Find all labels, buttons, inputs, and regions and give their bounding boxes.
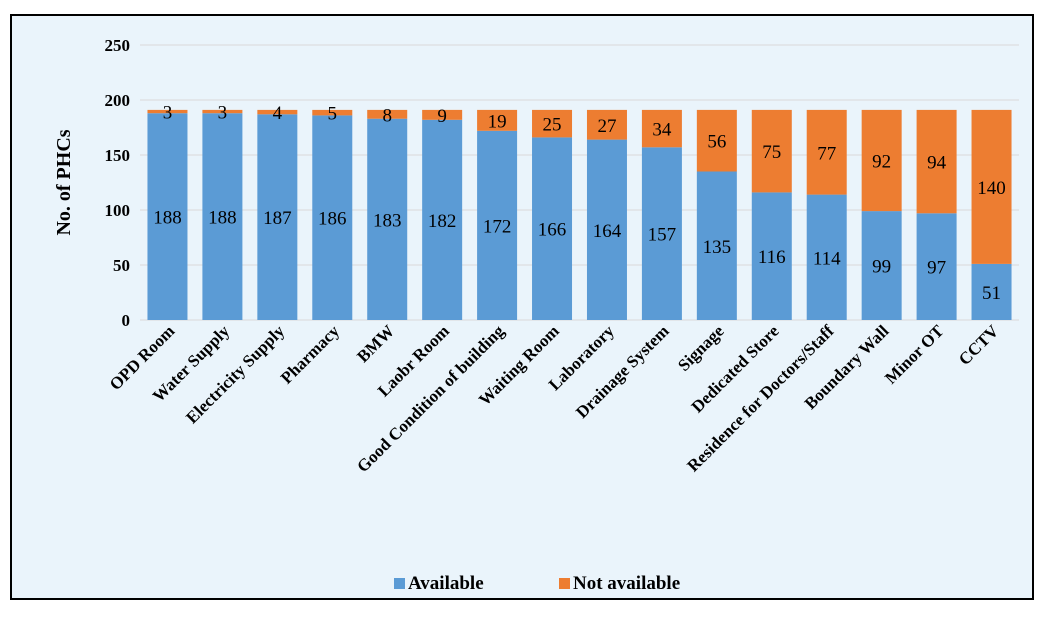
bar-not-available bbox=[696, 109, 737, 172]
x-tick-label: Electricity Supply bbox=[182, 321, 288, 427]
bar-available bbox=[422, 119, 463, 320]
x-tick-label: Signage bbox=[674, 321, 728, 375]
y-tick-label: 200 bbox=[105, 91, 131, 110]
y-tick-label: 50 bbox=[113, 256, 130, 275]
data-label: 51 bbox=[982, 283, 1001, 304]
bar-not-available bbox=[147, 109, 188, 114]
bar-available bbox=[696, 171, 737, 320]
bar-available bbox=[202, 113, 243, 320]
bar-available bbox=[147, 113, 188, 320]
bars bbox=[147, 109, 1012, 321]
data-label: 188 bbox=[208, 208, 237, 229]
legend-label: Not available bbox=[573, 573, 680, 594]
bar-available bbox=[971, 263, 1012, 320]
x-tick-label: CCTV bbox=[955, 321, 1003, 369]
data-label: 77 bbox=[817, 143, 836, 164]
x-tick-label: Minor OT bbox=[881, 321, 948, 388]
bar-available bbox=[257, 114, 298, 320]
bar-available bbox=[641, 147, 682, 320]
bar-not-available bbox=[477, 109, 518, 131]
bar-not-available bbox=[586, 109, 627, 140]
y-tick-label: 0 bbox=[122, 311, 131, 330]
legend-swatch bbox=[394, 578, 405, 589]
legend-label: Available bbox=[408, 573, 484, 594]
x-tick-label: Drainage System bbox=[572, 321, 673, 422]
bar-not-available bbox=[916, 109, 957, 214]
data-label: 135 bbox=[703, 237, 732, 258]
data-label: 99 bbox=[872, 257, 891, 278]
data-label: 9 bbox=[437, 106, 447, 127]
data-label: 166 bbox=[538, 220, 567, 241]
bar-available bbox=[367, 118, 408, 320]
data-label: 8 bbox=[382, 105, 392, 126]
bar-available bbox=[532, 137, 573, 320]
data-label: 27 bbox=[597, 116, 616, 137]
bar-not-available bbox=[532, 109, 573, 138]
data-label: 92 bbox=[872, 152, 891, 173]
data-label: 140 bbox=[977, 178, 1006, 199]
data-label: 94 bbox=[927, 153, 947, 174]
bar-not-available bbox=[312, 109, 353, 116]
y-axis-label: No. of PHCs bbox=[53, 129, 75, 235]
data-label: 182 bbox=[428, 211, 457, 232]
bar-not-available bbox=[257, 109, 298, 115]
bar-available bbox=[312, 115, 353, 321]
bar-available bbox=[916, 213, 957, 320]
bar-not-available bbox=[751, 109, 792, 193]
data-label: 4 bbox=[273, 103, 283, 124]
x-tick-label: Pharmacy bbox=[277, 321, 344, 388]
y-tick-label: 250 bbox=[105, 36, 131, 55]
data-label: 157 bbox=[648, 225, 677, 246]
data-label: 116 bbox=[758, 247, 786, 268]
legend: Available Not available bbox=[394, 573, 680, 594]
data-label: 5 bbox=[328, 104, 338, 125]
bar-not-available bbox=[806, 109, 847, 195]
data-label: 172 bbox=[483, 216, 512, 237]
data-label: 56 bbox=[707, 132, 726, 153]
y-axis-ticks: 0 50 100 150 200 250 bbox=[105, 36, 131, 330]
data-label: 25 bbox=[543, 115, 562, 136]
data-label: 19 bbox=[488, 111, 507, 132]
x-tick-label: BMW bbox=[353, 321, 398, 366]
data-label: 186 bbox=[318, 209, 347, 230]
chart-frame: 0 50 100 150 200 250 188 3 188 3 187 4 186 5 183 8 182 9… bbox=[10, 14, 1034, 600]
y-tick-label: 150 bbox=[105, 146, 131, 165]
y-tick-label: 100 bbox=[105, 201, 131, 220]
bar-available bbox=[751, 192, 792, 320]
bar-available bbox=[861, 211, 902, 320]
bar-not-available bbox=[422, 109, 463, 120]
bar-not-available bbox=[971, 109, 1012, 264]
bar-not-available bbox=[367, 109, 408, 119]
data-label: 3 bbox=[163, 103, 173, 124]
data-label: 75 bbox=[762, 142, 781, 163]
data-label: 188 bbox=[153, 208, 182, 229]
bar-not-available bbox=[202, 109, 243, 114]
data-label: 164 bbox=[593, 221, 622, 242]
bar-not-available bbox=[861, 109, 902, 212]
legend-swatch bbox=[559, 578, 570, 589]
data-label: 187 bbox=[263, 208, 292, 229]
bar-not-available bbox=[641, 109, 682, 148]
bar-available bbox=[477, 130, 518, 320]
bar-available bbox=[586, 139, 627, 320]
data-label: 34 bbox=[652, 120, 672, 141]
data-label: 3 bbox=[218, 103, 228, 124]
stacked-bar-chart: 0 50 100 150 200 250 188 3 188 3 187 4 186 5 183 8 182 9… bbox=[53, 36, 1019, 594]
data-label: 114 bbox=[813, 248, 841, 269]
data-label: 183 bbox=[373, 210, 402, 231]
bar-available bbox=[806, 194, 847, 320]
data-label: 97 bbox=[927, 258, 946, 279]
data-labels: 188 3 188 3 187 4 186 5 183 8 182 9 172 19 166 25 164 27 1… bbox=[153, 103, 1006, 304]
